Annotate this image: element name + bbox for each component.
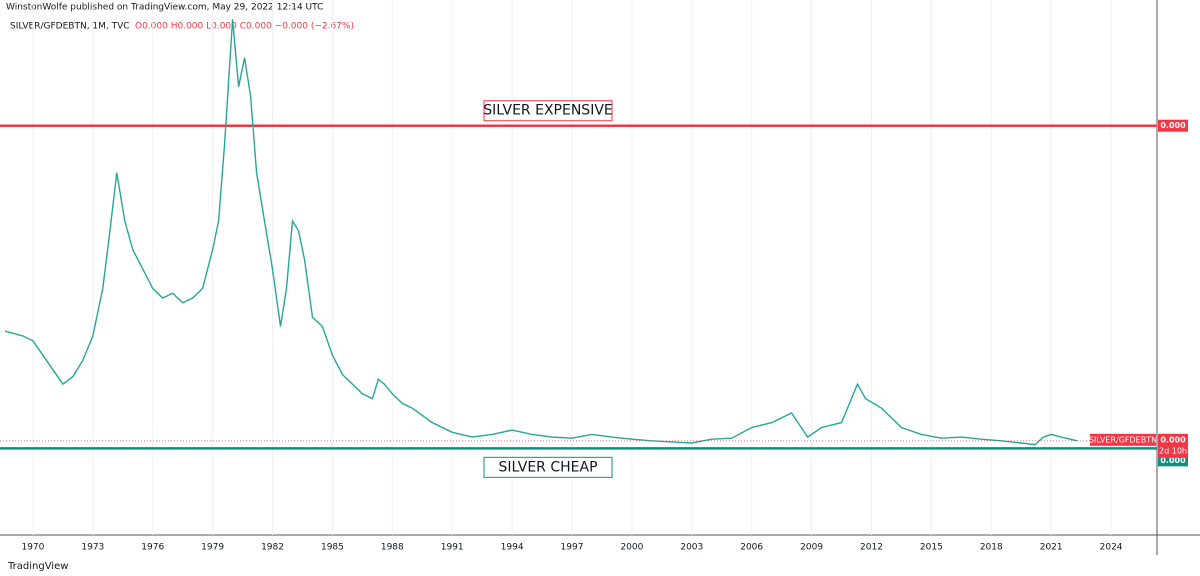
countdown: 2d 10h (1159, 446, 1187, 455)
ohlc-text: O0.000 H0.000 L0.000 C0.000 −0.000 (−2.6… (135, 22, 354, 32)
x-tick-label: 1973 (81, 543, 104, 553)
x-tick-label: 2009 (800, 543, 823, 553)
last-price: 0.000 (1160, 435, 1186, 444)
footer: TradingView (7, 561, 68, 572)
price-line (4, 19, 1078, 446)
series-label: SILVER/GFDEBTN (1089, 435, 1157, 444)
x-tick-label: 2015 (920, 543, 943, 553)
x-tick-label: 1988 (381, 543, 404, 553)
x-tick-label: 1982 (261, 543, 284, 553)
x-tick-label: 1997 (561, 543, 584, 553)
x-tick-label: 2021 (1040, 543, 1063, 553)
header: WinstonWolfe published on TradingView.co… (6, 3, 323, 13)
x-tick-label: 1994 (501, 543, 524, 553)
x-tick-label: 2018 (980, 543, 1003, 553)
annotation-box (483, 456, 613, 478)
legend-text: SILVER/GFDEBTN, 1M, TVC (10, 22, 130, 32)
last-price-box (1158, 433, 1188, 458)
series-label-box (1090, 433, 1156, 446)
x-tick-label: 1985 (321, 543, 344, 553)
x-tick-label: 2012 (860, 543, 883, 553)
annotation: SILVER CHEAP (498, 459, 597, 475)
annotation-box (483, 100, 613, 122)
x-tick-label: 2003 (680, 543, 703, 553)
annotation: SILVER EXPENSIVE (483, 103, 613, 119)
x-tick-label: 2006 (740, 543, 763, 553)
x-tick-label: 1979 (201, 543, 224, 553)
price-label: 0.000 (1160, 456, 1186, 465)
x-tick-label: 2000 (620, 543, 643, 553)
x-tick-label: 2024 (1100, 543, 1123, 553)
x-tick-label: 1976 (141, 543, 164, 553)
x-tick-label: 1991 (441, 543, 464, 553)
x-tick-label: 1970 (21, 543, 44, 553)
price-label-box (1158, 119, 1188, 132)
price-label: 0.000 (1160, 121, 1186, 130)
